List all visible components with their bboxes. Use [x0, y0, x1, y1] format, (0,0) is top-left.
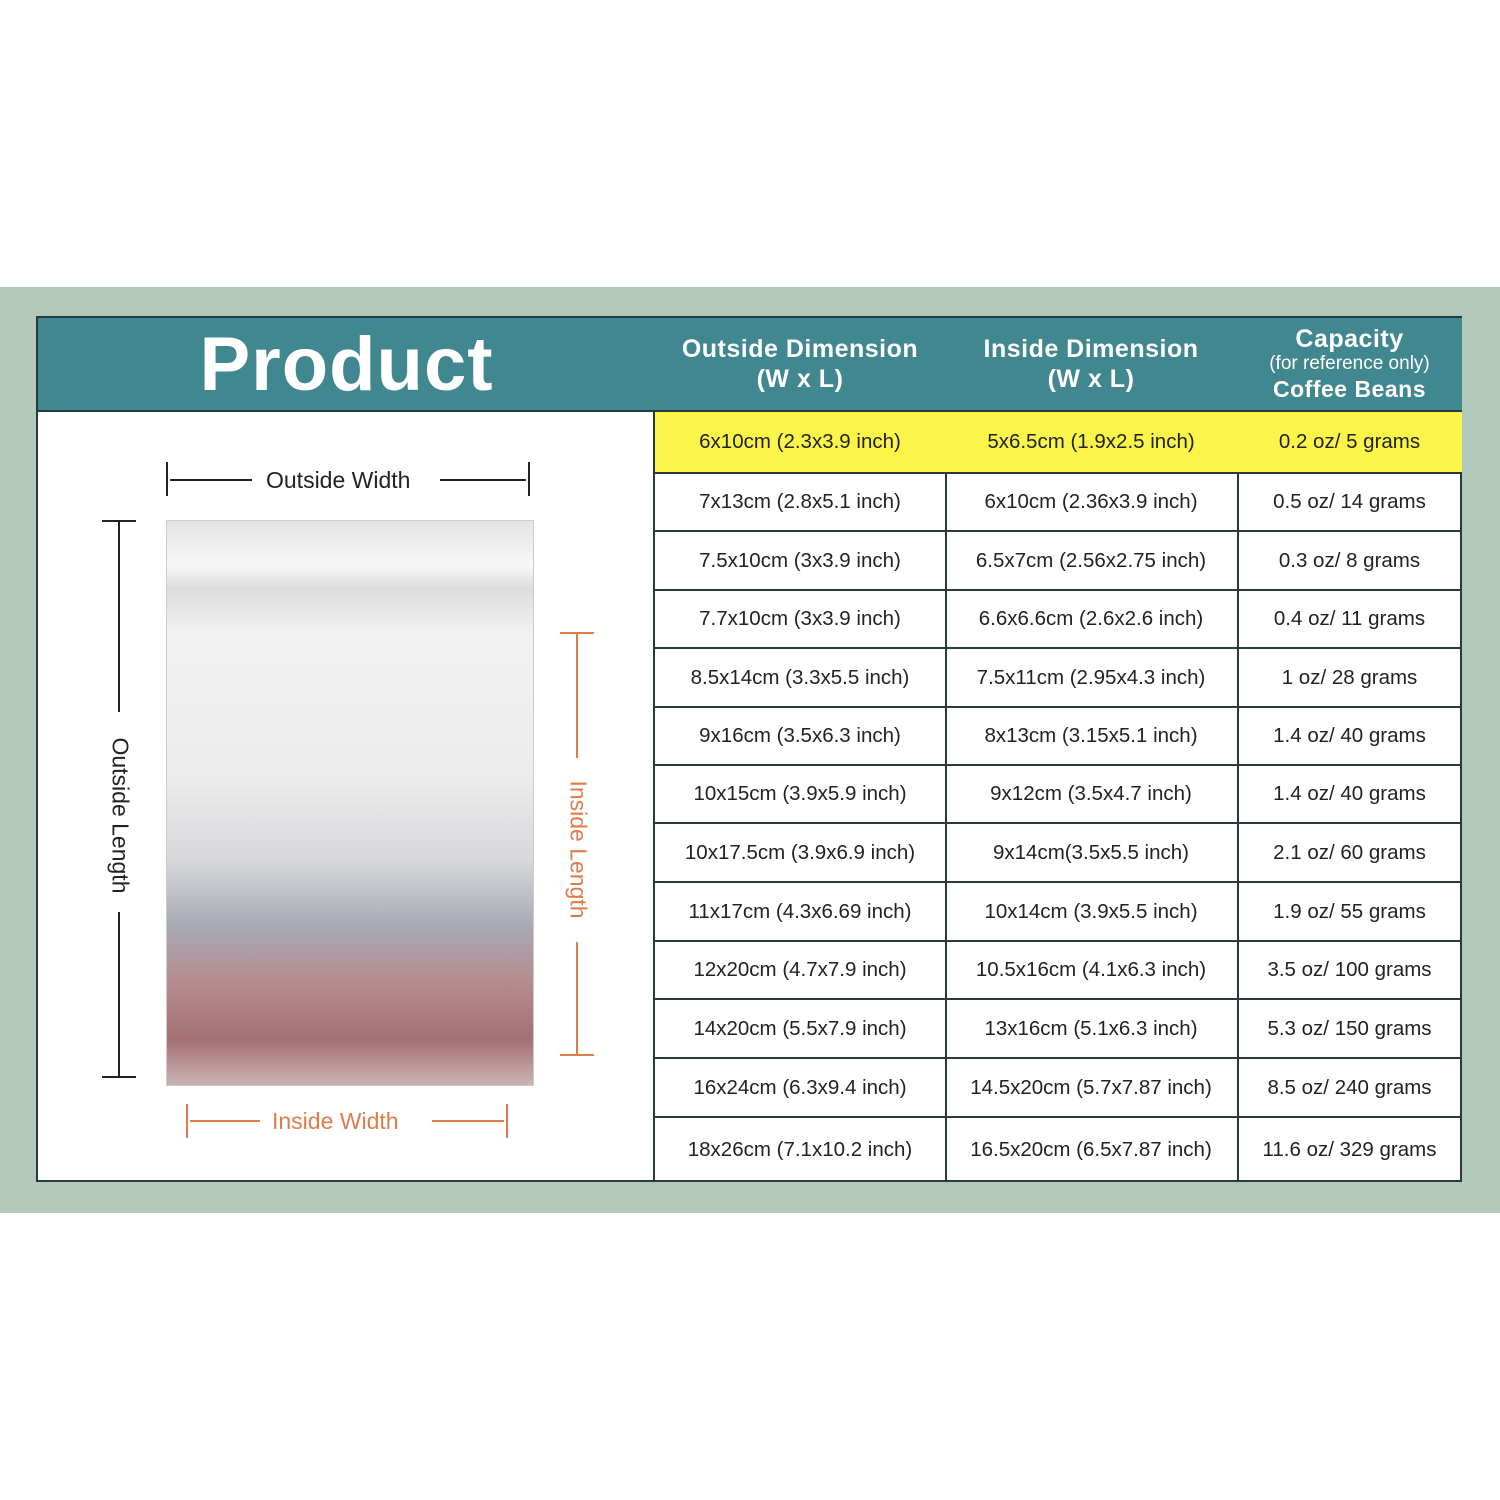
outside-width-label: Outside Width [266, 467, 411, 493]
inside-length-arrow-bottom [576, 942, 578, 1054]
table-cell-capacity: 0.3 oz/ 8 grams [1237, 532, 1462, 591]
header-outside-line1: Outside Dimension [681, 335, 919, 363]
outside-length-arrow-top [118, 522, 120, 712]
header-outside-dimension: Outside Dimension (W x L) [655, 318, 947, 412]
outside-length-label: Outside Length [107, 737, 134, 894]
table-cell-capacity: 11.6 oz/ 329 grams [1262, 1138, 1437, 1161]
table-cell-capacity: 3.5 oz/ 100 grams [1237, 942, 1462, 1000]
table-cell-inside: 7.5x11cm (2.95x4.3 inch) [945, 649, 1239, 708]
inside-width-tick-right [506, 1104, 508, 1138]
table-cell-outside: 7.5x10cm (3x3.9 inch) [655, 532, 947, 591]
table-cell-capacity: 5.3 oz/ 150 grams [1237, 1000, 1462, 1059]
table-cell-inside: 16.5x20cm (6.5x7.87 inch) [945, 1118, 1239, 1182]
table-cell-outside: 10x17.5cm (3.9x6.9 inch) [655, 824, 947, 883]
outside-length-tick-bottom [102, 1076, 136, 1078]
bag-image [166, 520, 534, 1086]
table-cell-capacity: 0.2 oz/ 5 grams [1237, 412, 1462, 474]
table-cell-inside: 6.5x7cm (2.56x2.75 inch) [945, 532, 1239, 591]
header-inside-line2: (W x L) [1047, 365, 1135, 393]
product-title: Product [199, 321, 494, 407]
outside-width-tick-left [166, 462, 168, 496]
table-cell-outside: 10x15cm (3.9x5.9 inch) [655, 766, 947, 824]
header-capacity-line2: (for reference only) [1269, 353, 1430, 374]
table-cell-inside: 6.6x6.6cm (2.6x2.6 inch) [945, 591, 1239, 649]
product-diagram: Outside Width Outside Length Inside Leng… [38, 412, 655, 1180]
table-cell-capacity: 1 oz/ 28 grams [1237, 649, 1462, 708]
table-cell-outside: 9x16cm (3.5x6.3 inch) [655, 708, 947, 766]
header-inside-line1: Inside Dimension [983, 335, 1199, 363]
inside-length-tick-top [560, 632, 594, 634]
inside-width-arrow-left [190, 1120, 260, 1122]
inside-width-label: Inside Width [272, 1108, 399, 1134]
table-cell-outside: 16x24cm (6.3x9.4 inch) [655, 1059, 947, 1118]
table-cell-capacity: 0.5 oz/ 14 grams [1237, 474, 1462, 532]
table-cell-capacity: 1.4 oz/ 40 grams [1237, 708, 1462, 766]
inside-length-label: Inside Length [565, 780, 592, 919]
outside-width-arrow-left [170, 479, 252, 481]
outside-width-tick-right [528, 462, 530, 496]
inside-length-tick-bottom [560, 1054, 594, 1056]
outside-length-tick-top [102, 520, 136, 522]
table-cell-inside: 8x13cm (3.15x5.1 inch) [945, 708, 1239, 766]
table-cell-inside: 10.5x16cm (4.1x6.3 inch) [945, 942, 1239, 1000]
inside-width-arrow-right [432, 1120, 504, 1122]
table-cell-inside: 6x10cm (2.36x3.9 inch) [945, 474, 1239, 532]
header-capacity-line1: Capacity [1295, 325, 1404, 353]
table-cell-outside: 7x13cm (2.8x5.1 inch) [655, 474, 947, 532]
header-product: Product [38, 318, 657, 412]
size-chart-table: Product Outside Dimension (W x L) Inside… [36, 316, 1462, 1182]
header-inside-dimension: Inside Dimension (W x L) [945, 318, 1239, 412]
table-cell-outside: 8.5x14cm (3.3x5.5 inch) [655, 649, 947, 708]
table-cell-inside: 10x14cm (3.9x5.5 inch) [945, 883, 1239, 942]
table-cell-capacity: 1.4 oz/ 40 grams [1237, 766, 1462, 824]
table-cell-inside: 5x6.5cm (1.9x2.5 inch) [945, 412, 1239, 474]
outside-width-arrow-right [440, 479, 526, 481]
header-capacity: Capacity (for reference only) Coffee Bea… [1237, 318, 1462, 412]
header-outside-line2: (W x L) [756, 365, 844, 393]
table-cell-outside: 11x17cm (4.3x6.69 inch) [655, 883, 947, 942]
table-cell-inside: 9x14cm(3.5x5.5 inch) [945, 824, 1239, 883]
outside-length-arrow-bottom [118, 912, 120, 1076]
table-cell-capacity: 2.1 oz/ 60 grams [1237, 824, 1462, 883]
table-cell-outside: 18x26cm (7.1x10.2 inch) [655, 1118, 947, 1182]
table-cell-outside: 12x20cm (4.7x7.9 inch) [655, 942, 947, 1000]
table-cell-outside: 6x10cm (2.3x3.9 inch) [655, 412, 947, 474]
table-cell-inside: 14.5x20cm (5.7x7.87 inch) [945, 1059, 1239, 1118]
table-cell-inside: 9x12cm (3.5x4.7 inch) [945, 766, 1239, 824]
table-cell-outside: 14x20cm (5.5x7.9 inch) [655, 1000, 947, 1059]
inside-length-arrow-top [576, 634, 578, 758]
table-cell-inside: 13x16cm (5.1x6.3 inch) [945, 1000, 1239, 1059]
table-cell-capacity: 8.5 oz/ 240 grams [1237, 1059, 1462, 1118]
table-cell-capacity: 1.9 oz/ 55 grams [1237, 883, 1462, 942]
table-cell-capacity: 0.4 oz/ 11 grams [1237, 591, 1462, 649]
inside-width-tick-left [186, 1104, 188, 1138]
table-cell-outside: 7.7x10cm (3x3.9 inch) [655, 591, 947, 649]
header-capacity-line3: Coffee Beans [1273, 376, 1426, 402]
